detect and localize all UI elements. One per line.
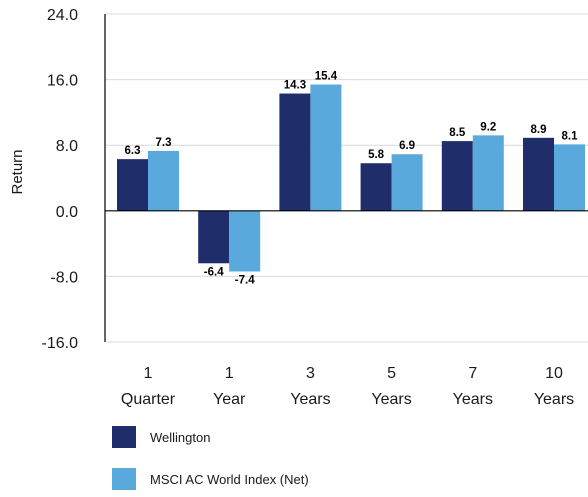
bar-wellington <box>279 93 311 211</box>
x-category-number: 5 <box>387 365 396 382</box>
bar-wellington <box>441 141 473 211</box>
x-category-unit: Year <box>213 391 246 408</box>
y-tick-label: 0.0 <box>56 204 78 221</box>
data-label: -7.4 <box>235 274 255 286</box>
x-category-number: 1 <box>225 365 234 382</box>
data-label: 8.9 <box>531 124 547 136</box>
x-category-unit: Years <box>371 391 411 408</box>
data-label: 7.3 <box>156 137 172 149</box>
x-category-unit: Years <box>534 391 574 408</box>
x-category-number: 7 <box>468 365 477 382</box>
bar-wellington <box>117 159 148 211</box>
y-tick-label: 16.0 <box>47 73 78 90</box>
bar-msci <box>148 150 179 211</box>
data-labels: 6.3 7.3 -6.4 -7.4 14.3 15.4 5.8 6.9 8.5 9.2 8.9 8.1 <box>125 71 579 287</box>
x-category-unit: Years <box>453 391 493 408</box>
x-axis-categories: 1 Quarter 1 Year 3 Years 5 Years 7 Years 10 Years <box>121 365 574 408</box>
bar-msci <box>472 135 504 211</box>
gridlines <box>105 13 588 343</box>
legend-swatch <box>112 426 136 448</box>
bar-msci <box>229 210 261 272</box>
y-axis: 24.0 16.0 8.0 0.0 -8.0 -16.0 <box>42 7 106 352</box>
legend-swatch <box>112 468 136 490</box>
bar-msci <box>310 84 342 211</box>
x-category-number: 3 <box>306 365 315 382</box>
y-tick-label: -8.0 <box>50 269 78 286</box>
bar-wellington <box>198 210 230 264</box>
bars <box>105 84 588 272</box>
bar-wellington <box>523 137 554 211</box>
x-category-unit: Quarter <box>121 391 176 408</box>
data-label: 8.1 <box>562 130 579 142</box>
data-label: 15.4 <box>315 71 338 83</box>
y-tick-label: 8.0 <box>56 138 78 155</box>
data-label: 9.2 <box>480 121 496 133</box>
data-label: 6.3 <box>125 145 141 157</box>
data-label: 6.9 <box>399 140 415 152</box>
data-label: -6.4 <box>204 266 224 278</box>
legend: Wellington MSCI AC World Index (Net) <box>112 426 309 490</box>
x-category-number: 10 <box>545 365 563 382</box>
y-tick-label: -16.0 <box>42 335 79 352</box>
legend-label: MSCI AC World Index (Net) <box>150 472 309 487</box>
bar-msci <box>391 154 423 211</box>
y-axis-label: Return <box>9 149 26 194</box>
data-label: 14.3 <box>284 80 306 92</box>
x-category-unit: Years <box>290 391 330 408</box>
data-label: 8.5 <box>449 127 466 139</box>
y-tick-label: 24.0 <box>47 7 78 24</box>
x-category-number: 1 <box>144 365 153 382</box>
data-label: 5.8 <box>368 149 385 161</box>
legend-label: Wellington <box>150 430 210 445</box>
bar-wellington <box>360 163 392 211</box>
bar-msci <box>554 144 585 211</box>
